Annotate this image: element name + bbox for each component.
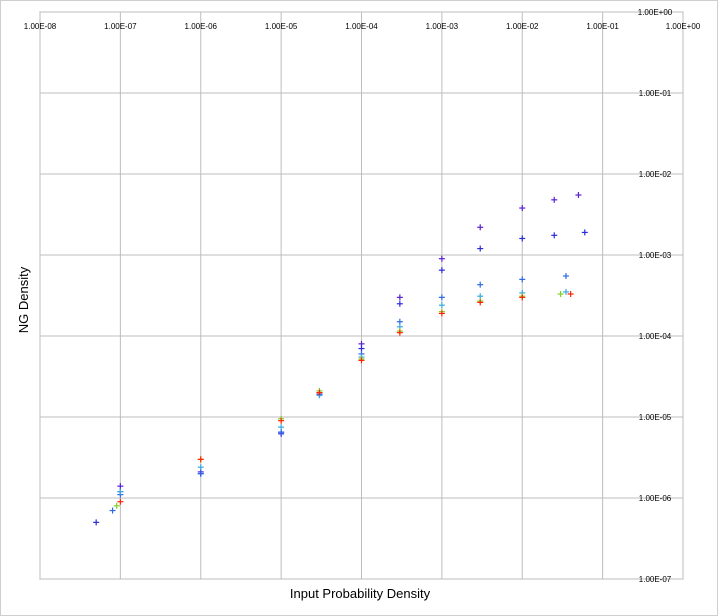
data-points	[93, 192, 588, 526]
data-point	[477, 281, 484, 288]
data-point	[519, 235, 526, 242]
data-point	[562, 273, 569, 280]
data-point	[93, 519, 100, 526]
data-point	[278, 424, 285, 431]
x-tick-label: 1.00E-08	[24, 22, 57, 31]
data-point	[575, 192, 582, 199]
data-point	[477, 245, 484, 252]
data-point	[396, 329, 403, 336]
x-tick-label: 1.00E-06	[185, 22, 218, 31]
data-point	[197, 470, 204, 477]
data-point	[358, 345, 365, 352]
data-point	[109, 507, 116, 514]
data-point	[438, 267, 445, 274]
y-tick-label: 1.00E-04	[639, 332, 672, 341]
data-point	[316, 389, 323, 396]
y-tick-label: 1.00E-05	[639, 413, 672, 422]
data-point	[551, 196, 558, 203]
data-point	[567, 291, 574, 298]
data-point	[113, 502, 120, 509]
data-point	[477, 299, 484, 306]
data-point	[438, 255, 445, 262]
y-tick-label: 1.00E-07	[639, 575, 672, 584]
data-point	[278, 429, 285, 436]
data-point	[519, 205, 526, 212]
y-axis-title: NG Density	[16, 266, 31, 333]
data-point	[438, 310, 445, 317]
y-tick-label: 1.00E-01	[639, 89, 672, 98]
data-point	[117, 488, 124, 495]
x-tick-labels: 1.00E-08 1.00E-07 1.00E-06 1.00E-05 1.00E-04…	[24, 22, 701, 31]
x-axis-title: Input Probability Density	[290, 586, 431, 601]
y-tick-labels: 1.00E-07 1.00E-06 1.00E-05 1.00E-04 1.00E-03…	[638, 8, 673, 584]
y-tick-label: 1.00E+00	[638, 8, 673, 17]
data-point	[477, 224, 484, 231]
data-point	[438, 302, 445, 309]
data-point	[562, 288, 569, 295]
x-tick-label: 1.00E-01	[586, 22, 619, 31]
data-point	[396, 294, 403, 301]
x-tick-label: 1.00E+00	[666, 22, 701, 31]
data-point	[581, 229, 588, 236]
x-tick-label: 1.00E-07	[104, 22, 137, 31]
data-point	[551, 232, 558, 239]
data-point	[396, 300, 403, 307]
data-point	[519, 276, 526, 283]
y-tick-label: 1.00E-03	[639, 251, 672, 260]
data-point	[438, 294, 445, 301]
data-point	[519, 294, 526, 301]
data-point	[117, 498, 124, 505]
y-tick-label: 1.00E-06	[639, 494, 672, 503]
data-point	[117, 483, 124, 490]
data-point	[197, 464, 204, 471]
x-tick-label: 1.00E-03	[426, 22, 459, 31]
data-point	[278, 417, 285, 424]
data-point	[197, 456, 204, 463]
data-point	[396, 318, 403, 325]
data-point	[557, 291, 564, 298]
x-tick-label: 1.00E-05	[265, 22, 298, 31]
data-point	[358, 357, 365, 364]
x-tick-label: 1.00E-04	[345, 22, 378, 31]
y-tick-label: 1.00E-02	[639, 170, 672, 179]
x-tick-label: 1.00E-02	[506, 22, 539, 31]
